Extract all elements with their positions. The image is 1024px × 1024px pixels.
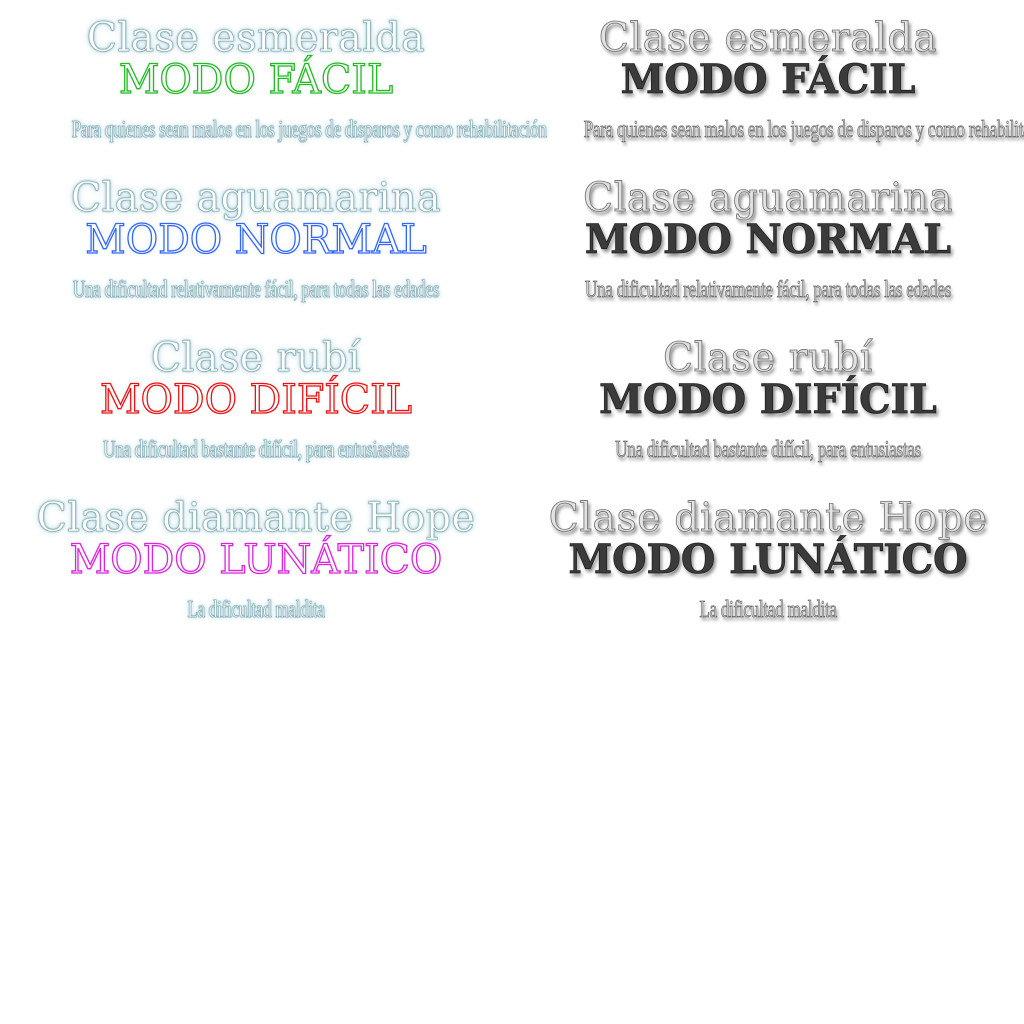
class-label: Clase esmeralda xyxy=(86,15,426,62)
difficulty-option-hard-greyed[interactable]: Clase rubí MODO DIFÍCIL Una dificultad b… xyxy=(512,320,1024,480)
difficulty-option-normal-greyed[interactable]: Clase aguamarina MODO NORMAL Una dificul… xyxy=(512,160,1024,320)
mode-description: Una dificultad bastante difícil, para en… xyxy=(103,437,410,464)
mode-description: Una dificultad relativamente fácil, para… xyxy=(72,277,440,304)
mode-label: MODO LUNÁTICO xyxy=(568,536,968,584)
class-label: Clase rubí xyxy=(663,335,873,382)
mode-label: MODO LUNÁTICO xyxy=(69,536,443,583)
class-label: Clase aguamarina xyxy=(582,175,954,222)
mode-description: Para quienes sean malos en los juegos de… xyxy=(71,117,547,144)
difficulty-column-greyed: Clase esmeralda MODO FÁCIL Para quienes … xyxy=(512,0,1024,640)
difficulty-option-hard-highlighted[interactable]: Clase rubí MODO DIFÍCIL Una dificultad b… xyxy=(0,320,512,480)
class-label: Clase rubí xyxy=(151,335,361,382)
mode-description: Una dificultad bastante difícil, para en… xyxy=(615,437,922,464)
difficulty-option-easy-highlighted[interactable]: Clase esmeralda MODO FÁCIL Para quienes … xyxy=(0,0,547,160)
class-label: Clase diamante Hope xyxy=(548,495,988,542)
mode-label: MODO DIFÍCIL xyxy=(99,376,412,423)
difficulty-option-easy-greyed[interactable]: Clase esmeralda MODO FÁCIL Para quienes … xyxy=(512,0,1024,160)
mode-label: MODO NORMAL xyxy=(584,216,952,264)
difficulty-option-normal-highlighted[interactable]: Clase aguamarina MODO NORMAL Una dificul… xyxy=(0,160,512,320)
mode-description: Una dificultad relativamente fácil, para… xyxy=(584,277,952,304)
mode-label: MODO FÁCIL xyxy=(118,56,394,103)
class-label: Clase esmeralda xyxy=(598,15,938,62)
mode-description: La dificultad maldita xyxy=(187,597,325,624)
difficulty-option-lunatic-greyed[interactable]: Clase diamante Hope MODO LUNÁTICO La dif… xyxy=(512,480,1024,640)
class-label: Clase aguamarina xyxy=(70,175,442,222)
mode-label: MODO FÁCIL xyxy=(620,56,916,104)
difficulty-option-lunatic-highlighted[interactable]: Clase diamante Hope MODO LUNÁTICO La dif… xyxy=(0,480,512,640)
mode-label: MODO DIFÍCIL xyxy=(599,376,937,424)
mode-description: Para quienes sean malos en los juegos de… xyxy=(583,117,1024,144)
mode-label: MODO NORMAL xyxy=(85,216,428,263)
difficulty-column-highlighted: Clase esmeralda MODO FÁCIL Para quienes … xyxy=(0,0,547,640)
class-label: Clase diamante Hope xyxy=(36,495,476,542)
mode-description: La dificultad maldita xyxy=(699,597,837,624)
